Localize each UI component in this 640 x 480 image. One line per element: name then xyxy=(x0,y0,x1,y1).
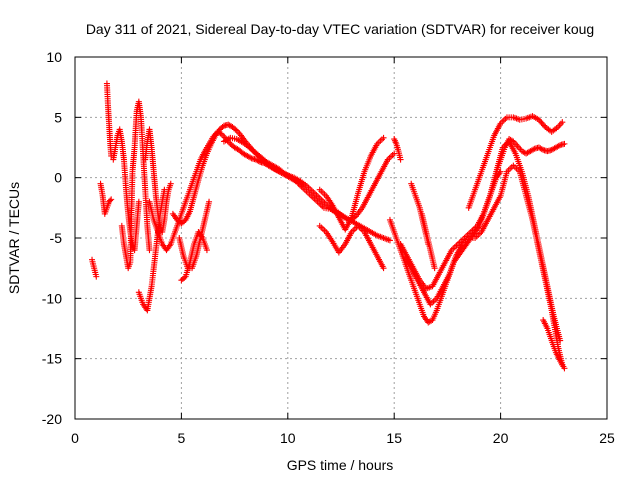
data-point xyxy=(380,134,387,141)
data-point xyxy=(232,126,239,133)
y-tick-label: -20 xyxy=(42,411,62,427)
x-axis-label: GPS time / hours xyxy=(287,457,394,473)
series-track-j xyxy=(176,198,213,272)
data-point xyxy=(108,196,115,203)
data-point xyxy=(167,180,174,187)
x-tick-label: 5 xyxy=(178,430,186,446)
x-tick-labels: 0 5 10 15 20 25 xyxy=(71,430,615,446)
x-tick-label: 25 xyxy=(599,430,615,446)
y-tick-label: -15 xyxy=(42,351,62,367)
y-axis-label: SDTVAR / TECUs xyxy=(6,182,22,294)
x-tick-label: 10 xyxy=(280,430,296,446)
data-point xyxy=(107,197,114,204)
data-point xyxy=(538,146,545,153)
data-points xyxy=(89,80,568,372)
series-track-v xyxy=(465,113,566,211)
data-point xyxy=(397,156,404,163)
series-track-u xyxy=(391,136,404,163)
y-tick-label: -5 xyxy=(50,230,63,246)
data-point xyxy=(380,265,387,272)
y-tick-label: 0 xyxy=(54,170,62,186)
data-point xyxy=(535,116,542,123)
data-point xyxy=(537,118,544,125)
data-point xyxy=(555,142,562,149)
y-tick-label: -10 xyxy=(42,290,62,306)
data-point xyxy=(561,365,568,372)
data-point xyxy=(247,154,254,161)
series-track-o xyxy=(316,222,387,272)
x-tick-label: 0 xyxy=(71,430,79,446)
series-track-l xyxy=(220,134,393,244)
series-track-r xyxy=(401,162,566,368)
data-point xyxy=(530,146,537,153)
series-track-a xyxy=(89,256,100,280)
data-point xyxy=(539,121,546,128)
y-tick-label: 5 xyxy=(54,109,62,125)
series-track-n xyxy=(316,134,387,233)
data-point xyxy=(181,274,188,281)
series-track-c xyxy=(103,80,115,159)
series-track-h xyxy=(146,128,306,254)
series-track-g xyxy=(142,126,174,235)
data-point xyxy=(541,122,548,129)
y-tick-labels: -20 -15 -10 -5 0 5 10 xyxy=(42,49,62,427)
x-tick-label: 20 xyxy=(493,430,509,446)
data-point xyxy=(203,247,210,254)
grid-lines xyxy=(75,57,607,419)
data-point xyxy=(561,140,568,147)
chart-title: Day 311 of 2021, Sidereal Day-to-day VTE… xyxy=(86,21,594,37)
series-track-t xyxy=(418,210,438,272)
series-track-x xyxy=(540,317,568,372)
data-point xyxy=(386,237,393,244)
data-point xyxy=(431,265,438,272)
data-point xyxy=(135,198,142,205)
series-track-w xyxy=(493,136,568,175)
series-track-d xyxy=(110,126,142,254)
series-track-k xyxy=(178,228,210,284)
x-tick-label: 15 xyxy=(386,430,402,446)
data-point xyxy=(559,119,566,126)
data-point xyxy=(206,198,213,205)
data-point xyxy=(538,119,545,126)
series-track-e xyxy=(118,98,153,272)
data-point xyxy=(93,273,100,280)
y-tick-label: 10 xyxy=(46,49,62,65)
series-track-b xyxy=(97,180,115,217)
data-point xyxy=(146,247,153,254)
plot-frame xyxy=(74,56,608,420)
